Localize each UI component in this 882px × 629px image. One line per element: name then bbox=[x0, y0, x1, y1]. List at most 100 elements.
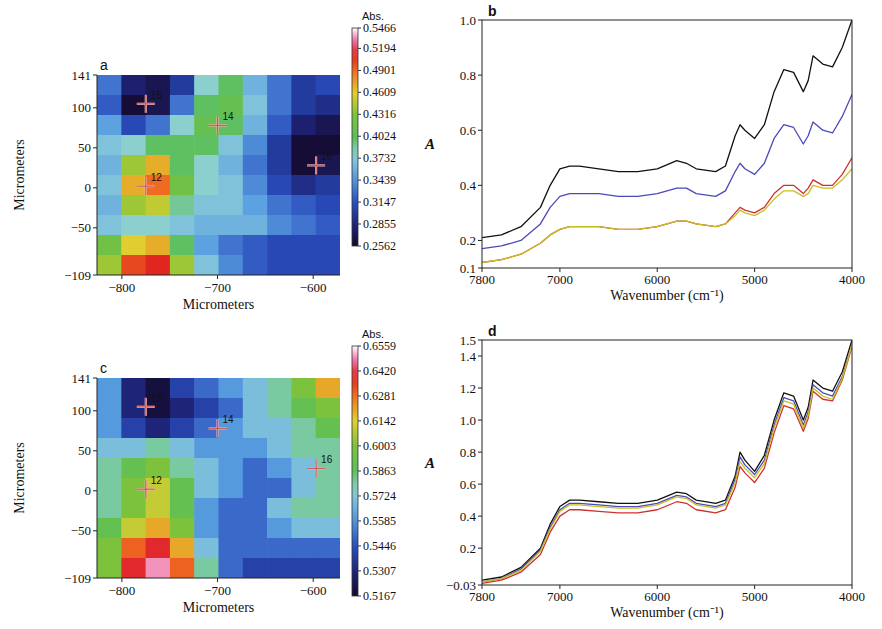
colorbar-tick bbox=[358, 545, 361, 546]
cells bbox=[97, 75, 340, 275]
y-tick-label: 141 bbox=[72, 371, 92, 386]
colorbar bbox=[352, 28, 358, 246]
heat-cell bbox=[97, 115, 122, 136]
x-axis-title: Micrometers bbox=[183, 297, 255, 312]
heat-cell bbox=[316, 175, 340, 196]
colorbar-tick-label: 0.4609 bbox=[363, 85, 396, 99]
y-tick-label: −109 bbox=[64, 571, 91, 586]
heat-cell bbox=[267, 95, 292, 116]
heat-cell bbox=[170, 135, 195, 156]
heat-cell bbox=[267, 155, 292, 176]
y-axis-line bbox=[97, 378, 98, 578]
heat-cell bbox=[316, 75, 340, 96]
heat-cell bbox=[194, 498, 219, 519]
colorbar-tick-label: 0.5863 bbox=[363, 464, 396, 478]
y-tick bbox=[93, 187, 97, 188]
heat-cell bbox=[291, 478, 316, 499]
y-tick-label: 0.2 bbox=[460, 233, 476, 248]
heat-cell bbox=[97, 518, 122, 539]
y-tick bbox=[478, 420, 482, 421]
heat-cell bbox=[291, 175, 316, 196]
crosshair-v-core bbox=[316, 156, 317, 174]
heat-cell bbox=[267, 175, 292, 196]
y-tick bbox=[478, 585, 482, 586]
heat-cell bbox=[243, 175, 268, 196]
heat-cell bbox=[170, 155, 195, 176]
heat-cell bbox=[291, 518, 316, 539]
y-tick-label: 1.5 bbox=[460, 333, 476, 348]
heat-cell bbox=[194, 75, 219, 96]
heat-cell bbox=[194, 398, 219, 419]
heat-cell bbox=[121, 378, 146, 399]
line-panel: 780070006000500040000.10.20.40.60.81.0Wa… bbox=[424, 3, 865, 304]
y-tick bbox=[93, 530, 97, 531]
heat-cell bbox=[243, 378, 268, 399]
heat-cell bbox=[121, 115, 146, 136]
heat-cell bbox=[291, 418, 316, 439]
y-tick bbox=[478, 340, 482, 341]
y-tick-label: 1.0 bbox=[460, 13, 476, 28]
heat-cell bbox=[121, 438, 146, 459]
x-tick bbox=[217, 578, 218, 582]
x-tick-label: −600 bbox=[300, 280, 327, 295]
marker-label: 12 bbox=[151, 172, 163, 183]
heat-cell bbox=[170, 255, 195, 275]
heat-cell bbox=[243, 398, 268, 419]
marker-label: 16 bbox=[321, 454, 333, 465]
y-tick-label: 0 bbox=[85, 483, 92, 498]
heat-cell bbox=[267, 235, 292, 256]
heat-cell bbox=[146, 215, 171, 236]
y-tick-label: −109 bbox=[64, 268, 91, 283]
y-tick bbox=[93, 107, 97, 108]
heat-cell bbox=[170, 418, 195, 439]
heat-cell bbox=[243, 75, 268, 96]
heat-cell bbox=[219, 558, 244, 578]
colorbar-tick bbox=[358, 158, 361, 159]
heat-cell bbox=[219, 438, 244, 459]
heat-cell bbox=[194, 235, 219, 256]
heat-cell bbox=[243, 95, 268, 116]
colorbar-tick-label: 0.5194 bbox=[363, 41, 396, 55]
x-tick-label: 6000 bbox=[644, 272, 670, 287]
heat-cell bbox=[316, 115, 340, 136]
heat-cell bbox=[219, 195, 244, 216]
colorbar-tick-label: 0.6281 bbox=[363, 389, 396, 403]
heat-cell bbox=[291, 195, 316, 216]
heat-cell bbox=[170, 458, 195, 479]
y-tick-label: 100 bbox=[72, 100, 92, 115]
heat-cell bbox=[267, 418, 292, 439]
x-tick-label: 7000 bbox=[547, 589, 573, 604]
heat-cell bbox=[291, 538, 316, 559]
panel-label: c bbox=[100, 360, 107, 376]
colorbar-tick-label: 0.6420 bbox=[363, 364, 396, 378]
heat-cell bbox=[97, 538, 122, 559]
colorbar-tick bbox=[358, 445, 361, 446]
heat-cell bbox=[291, 498, 316, 519]
colorbar-tick bbox=[358, 180, 361, 181]
heat-cell bbox=[267, 538, 292, 559]
colorbar-tick bbox=[358, 114, 361, 115]
heat-cell bbox=[170, 95, 195, 116]
marker-label: 14 bbox=[223, 414, 235, 425]
colorbar-tick bbox=[358, 246, 361, 247]
heat-cell bbox=[97, 418, 122, 439]
heat-cell bbox=[267, 75, 292, 96]
y-tick bbox=[93, 147, 97, 148]
x-tick-label: 4000 bbox=[839, 589, 865, 604]
heat-cell bbox=[316, 538, 340, 559]
heat-cell bbox=[170, 378, 195, 399]
heat-cell bbox=[146, 518, 171, 539]
y-tick bbox=[478, 185, 482, 186]
heat-cell bbox=[219, 135, 244, 156]
y-tick-label: 0 bbox=[85, 180, 92, 195]
heat-cell bbox=[316, 398, 340, 419]
markers: 15141216 bbox=[137, 393, 333, 498]
crosshair-v-core bbox=[217, 116, 218, 134]
heat-cell bbox=[194, 438, 219, 459]
y-axis-line bbox=[97, 75, 98, 275]
marker-label: 15 bbox=[151, 393, 163, 404]
colorbar-tick bbox=[358, 370, 361, 371]
heat-cell bbox=[194, 458, 219, 479]
colorbar-tick-label: 0.3147 bbox=[363, 195, 396, 209]
heat-cell bbox=[316, 418, 340, 439]
